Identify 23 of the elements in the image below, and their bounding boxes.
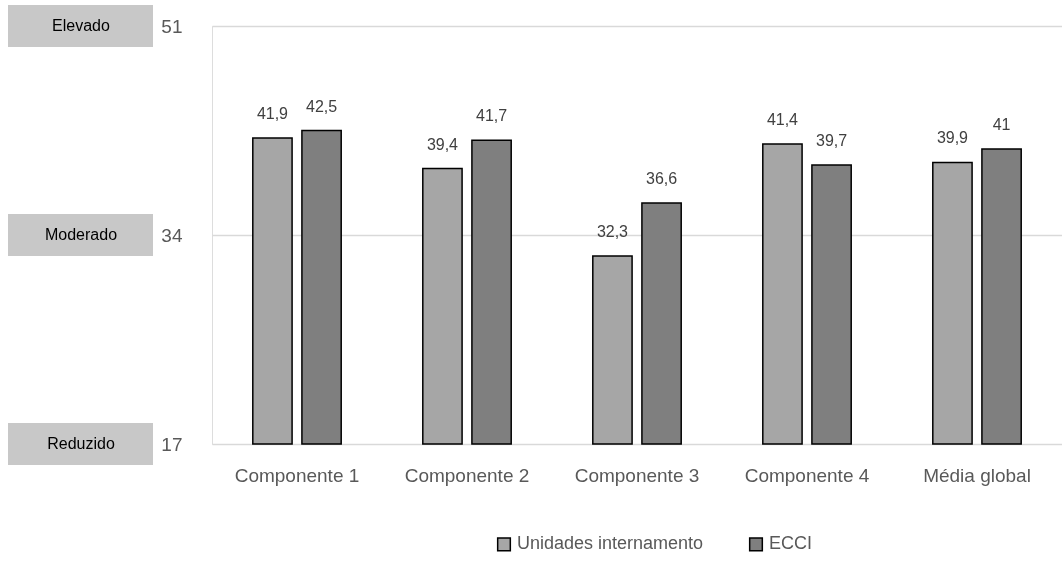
data-label: 39,9 [936, 129, 969, 147]
y-tick-label: 34 [161, 224, 183, 246]
data-label: 32,3 [596, 222, 629, 240]
x-tick-label: Componente 1 [234, 464, 360, 486]
text: Moderado [44, 226, 118, 243]
data-label: 36,6 [645, 170, 678, 188]
text: Elevado [52, 17, 111, 34]
data-label: 39,4 [426, 135, 459, 153]
x-tick-label: Componente 3 [574, 464, 700, 486]
data-label: 39,7 [815, 131, 848, 149]
data-label: 41,7 [475, 107, 508, 125]
y-tick-label: 51 [161, 15, 183, 37]
data-label: 42,5 [305, 97, 338, 115]
data-label: 41 [992, 115, 1011, 133]
x-tick-label: Média global [923, 464, 1031, 486]
legend-label: Unidades internamento [517, 533, 704, 554]
x-tick-label: Componente 2 [404, 464, 530, 486]
text: Reduzido [47, 435, 115, 452]
y-tick-label: 17 [161, 433, 183, 455]
legend-label: ECCI [769, 533, 813, 554]
data-label: 41,9 [256, 104, 289, 122]
x-tick-label: Componente 4 [744, 464, 870, 486]
data-label: 41,4 [766, 111, 799, 129]
